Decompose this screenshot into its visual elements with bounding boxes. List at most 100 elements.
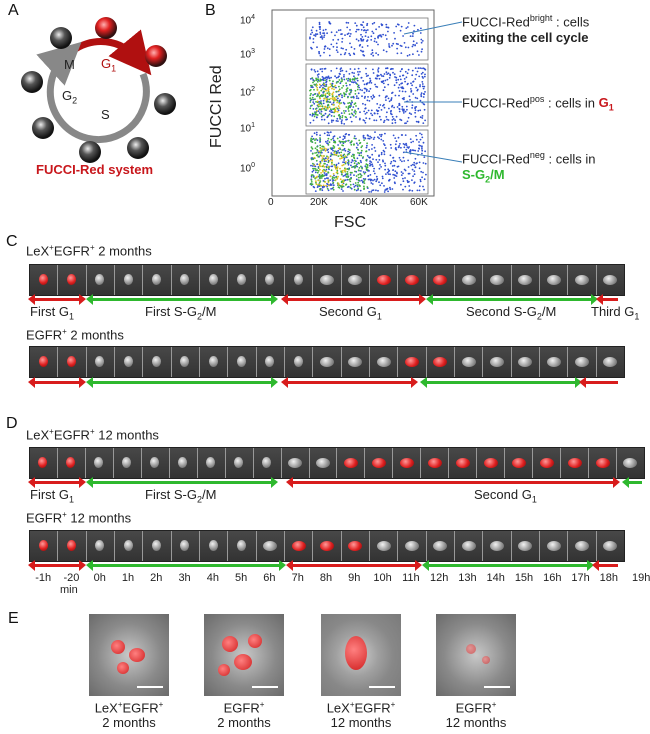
timelapse-frame: [341, 347, 370, 377]
scatter-dot: [378, 106, 380, 109]
scatter-dot: [316, 89, 319, 91]
scatter-dot: [403, 160, 406, 162]
scatter-dot: [341, 156, 344, 159]
arrow-d1-first-g1: [28, 477, 86, 488]
scatter-dot: [325, 98, 328, 100]
scatter-dot: [352, 154, 355, 157]
scatter-dot: [392, 159, 395, 162]
scatter-dot: [317, 76, 320, 78]
scatter-dot: [358, 118, 361, 121]
scatter-dot: [364, 137, 366, 139]
scatter-dot: [424, 119, 426, 122]
scatter-dot: [362, 21, 365, 23]
scatter-dot: [352, 160, 354, 162]
scatter-dot: [380, 153, 383, 156]
c-row2-title: EGFR+ 2 months: [26, 327, 124, 343]
arrow-c2-second-g1: [281, 377, 418, 388]
scatter-dot: [372, 158, 374, 161]
scatter-dot: [350, 88, 352, 91]
scatter-dot: [387, 168, 390, 171]
scatter-dot: [337, 144, 339, 146]
scatter-dot: [364, 113, 367, 115]
scatter-dot: [419, 67, 422, 69]
scatter-dot: [380, 118, 382, 121]
scatter-dot: [404, 110, 407, 113]
scatter-dot: [320, 100, 322, 102]
scatter-dot: [323, 97, 325, 100]
scatter-dot: [345, 106, 348, 108]
scatter-dot: [357, 85, 359, 88]
scatter-dot: [377, 53, 380, 56]
scatter-dot: [349, 171, 352, 174]
scatter-dot: [319, 36, 322, 39]
hour-label: 11h: [402, 572, 420, 584]
scatter-dot: [392, 42, 395, 45]
scatter-dot: [411, 69, 414, 72]
scatter-dot: [384, 132, 386, 135]
scatter-dot: [328, 98, 331, 101]
scatter-dot: [370, 95, 373, 98]
timelapse-frame: [393, 448, 422, 478]
timelapse-frame: [114, 347, 144, 377]
scatter-dot: [336, 167, 339, 170]
scatter-dot: [317, 105, 320, 108]
scatter-dot: [394, 37, 396, 40]
label-second-g1: Second G1: [319, 304, 382, 322]
scatter-dot: [350, 105, 352, 107]
scatter-dot: [365, 163, 368, 166]
scatter-dot: [356, 28, 358, 31]
scatter-dot: [377, 69, 379, 71]
scatter-dot: [330, 70, 333, 72]
scatter-dot: [361, 167, 363, 170]
scatter-dot: [332, 136, 335, 138]
timelapse-frame: [30, 448, 58, 478]
scatter-dot: [313, 132, 316, 135]
scatter-dot: [313, 156, 316, 159]
scatter-dot: [322, 155, 325, 157]
scatter-dot: [421, 83, 424, 85]
scatter-dot: [360, 49, 362, 52]
scatter-dot: [375, 109, 378, 111]
scatter-dot: [366, 164, 369, 167]
scatter-dot: [354, 93, 357, 95]
scatter-dot: [319, 168, 321, 171]
scatter-dot: [398, 102, 401, 105]
scatter-dot: [319, 189, 321, 191]
scatter-dot: [343, 112, 346, 114]
scatter-dot: [401, 87, 404, 90]
scatter-dot: [391, 119, 394, 121]
scatter-dot: [343, 153, 346, 156]
scatter-dot: [318, 26, 321, 28]
timelapse-frame: [568, 347, 597, 377]
timelapse-frame: [284, 347, 314, 377]
ytick-4: 104: [240, 14, 256, 27]
hour-label: 17h: [571, 572, 590, 584]
scatter-dot: [354, 159, 356, 162]
scatter-dot: [416, 70, 419, 73]
scatter-dot: [347, 163, 350, 166]
scatter-dot: [312, 169, 315, 172]
scatter-dot: [324, 109, 327, 111]
xtick-60k: 60K: [410, 197, 428, 208]
scatter-dot: [336, 110, 339, 113]
scatter-dot: [337, 120, 339, 122]
scatter-dot: [357, 152, 359, 154]
scatter-dot: [323, 168, 325, 171]
scatter-dot: [385, 23, 388, 26]
scatter-dot: [358, 185, 361, 187]
timelapse-frame: [171, 531, 200, 561]
scatter-dot: [326, 164, 328, 166]
scatter-dot: [325, 173, 328, 176]
scatter-dot: [327, 177, 329, 180]
scatter-dot: [414, 166, 417, 169]
scatter-dots: [309, 21, 427, 193]
scatter-dot: [355, 105, 357, 107]
scatter-dot: [392, 157, 394, 159]
cell: [151, 274, 161, 285]
scatter-dot: [334, 109, 337, 112]
cell: [489, 275, 504, 285]
scatter-dot: [323, 118, 326, 121]
scatter-dot: [416, 189, 419, 192]
scatter-dot: [359, 159, 362, 162]
scatter-dot: [364, 95, 366, 98]
